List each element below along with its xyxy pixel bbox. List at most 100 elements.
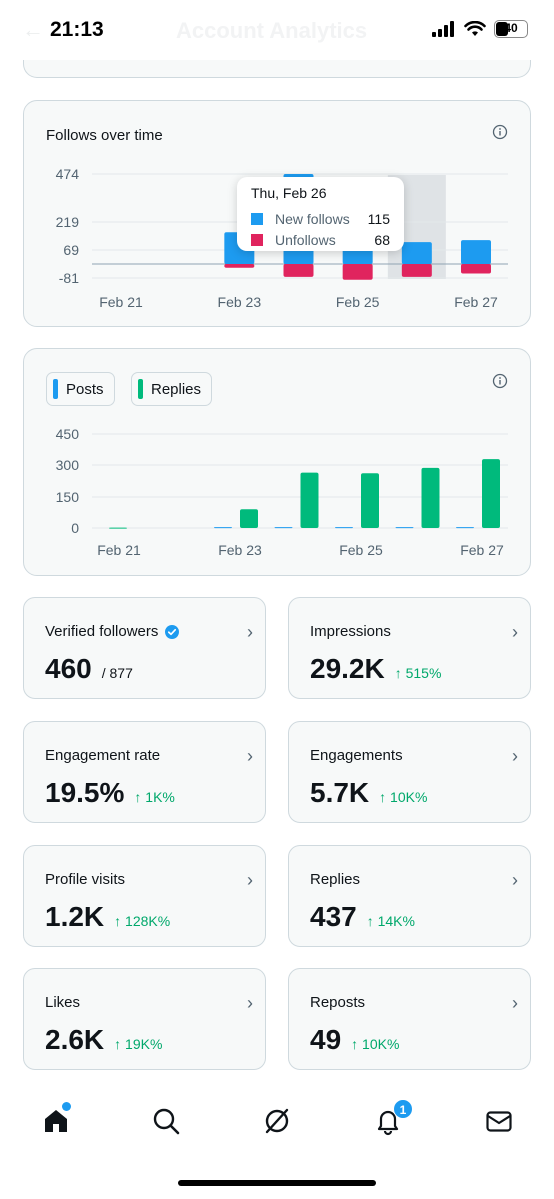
status-icons: 40 — [432, 20, 528, 38]
status-bar: ← Account Analytics 21:13 40 — [0, 0, 554, 60]
tooltip-row-new-follows: New follows 115 — [251, 208, 390, 229]
tooltip-date: Thu, Feb 26 — [251, 185, 327, 201]
tooltip-value: 115 — [367, 210, 390, 227]
metric-value: 1.2K — [45, 901, 105, 932]
metric-value: 5.7K — [310, 777, 370, 808]
metric-change: ↑ 10K% — [379, 789, 428, 805]
metric-label: Profile visits — [45, 871, 125, 888]
replies-bar — [361, 473, 379, 528]
legend-replies-toggle[interactable]: Replies — [131, 372, 213, 406]
metric-card-verified-followers[interactable]: Verified followers › 460 / 877 — [23, 597, 266, 699]
metric-card-reposts[interactable]: Reposts › 49 ↑ 10K% — [288, 968, 531, 1070]
replies-bar — [300, 472, 319, 528]
legend-posts-label: Posts — [66, 380, 104, 398]
info-icon[interactable] — [492, 373, 508, 389]
y-tick-label: 219 — [56, 214, 80, 230]
info-icon[interactable] — [492, 124, 508, 140]
battery-level: 40 — [504, 21, 518, 35]
page-title: Account Analytics — [176, 18, 368, 43]
tooltip-label: Unfollows — [275, 231, 336, 248]
chevron-right-icon: › — [512, 622, 518, 642]
metric-label-text: Reposts — [310, 994, 366, 1011]
metric-card-engagement-rate[interactable]: Engagement rate › 19.5% ↑ 1K% — [23, 721, 266, 823]
metric-label: Verified followers — [45, 623, 180, 640]
metric-change: ↑ 515% — [394, 665, 442, 681]
chevron-right-icon: › — [247, 746, 253, 766]
legend-replies-label: Replies — [151, 380, 202, 398]
metric-label-text: Engagements — [310, 747, 403, 764]
metric-label-text: Impressions — [310, 623, 391, 640]
y-tick-label: 300 — [56, 457, 80, 473]
home-active-dot — [62, 1102, 71, 1111]
signal-icon — [432, 21, 454, 37]
metric-total: / 877 — [101, 665, 133, 681]
metric-label: Replies — [310, 871, 360, 888]
metric-change: ↑ 10K% — [351, 1036, 400, 1052]
unfollows-bar — [342, 264, 373, 280]
metric-label-text: Profile visits — [45, 871, 126, 888]
y-tick-label: 450 — [56, 426, 80, 442]
posts-bar — [395, 527, 414, 529]
battery-icon: 40 — [494, 20, 528, 38]
notification-badge: 1 — [393, 1099, 413, 1119]
posts-bar — [456, 527, 474, 529]
chevron-right-icon: › — [247, 870, 253, 890]
x-tick-label: Feb 27 — [454, 294, 498, 310]
grok-icon — [265, 1108, 289, 1134]
tooltip-label: New follows — [275, 210, 350, 227]
x-tick-label: Feb 25 — [336, 294, 380, 310]
metric-label-text: Replies — [310, 871, 361, 888]
x-tick-label: Feb 21 — [99, 294, 143, 310]
tooltip-row-unfollows: Unfollows 68 — [251, 229, 390, 250]
nav-home[interactable] — [38, 1102, 74, 1139]
back-arrow-icon[interactable]: ← — [22, 17, 44, 42]
replies-bar — [109, 527, 127, 529]
metric-label: Engagement rate — [45, 747, 160, 764]
metric-value-row: 437 ↑ 14K% — [310, 901, 415, 933]
verified-badge-icon — [165, 624, 180, 639]
posts-bar — [274, 527, 293, 529]
chevron-right-icon: › — [512, 993, 518, 1013]
metric-value-row: 49 ↑ 10K% — [310, 1024, 399, 1056]
mail-icon — [486, 1111, 512, 1132]
metric-value-row: 2.6K ↑ 19K% — [45, 1024, 162, 1056]
nav-messages[interactable] — [481, 1103, 517, 1139]
unfollows-swatch — [251, 233, 263, 246]
metric-value-row: 5.7K ↑ 10K% — [310, 777, 427, 809]
x-tick-label: Feb 27 — [460, 542, 504, 558]
nav-grok[interactable] — [259, 1103, 295, 1139]
posts-chart-card: Posts Replies 450 300 150 0 Feb 21 Feb 23 Feb … — [23, 348, 531, 576]
metric-card-replies[interactable]: Replies › 437 ↑ 14K% — [288, 845, 531, 947]
chart-tooltip: Thu, Feb 26 New follows 115 Unfollows 68 — [237, 177, 404, 251]
chevron-right-icon: › — [512, 870, 518, 890]
metric-label-text: Likes — [45, 994, 81, 1011]
metric-value-row: 29.2K ↑ 515% — [310, 653, 441, 685]
metric-label: Engagements — [310, 747, 403, 764]
posts-bar — [335, 527, 353, 529]
y-tick-label: 69 — [63, 242, 79, 258]
metric-card-impressions[interactable]: Impressions › 29.2K ↑ 515% — [288, 597, 531, 699]
replies-bar — [240, 509, 258, 528]
metric-value-row: 460 / 877 — [45, 653, 133, 685]
y-tick-label: -81 — [59, 270, 79, 286]
status-time: 21:13 — [50, 18, 104, 41]
nav-notifications[interactable]: 1 — [370, 1099, 413, 1139]
metric-card-profile-visits[interactable]: Profile visits › 1.2K ↑ 128K% — [23, 845, 266, 947]
metric-card-likes[interactable]: Likes › 2.6K ↑ 19K% — [23, 968, 266, 1070]
metric-value: 460 — [45, 653, 92, 684]
metric-value: 2.6K — [45, 1024, 105, 1055]
metric-card-engagements[interactable]: Engagements › 5.7K ↑ 10K% — [288, 721, 531, 823]
unfollows-bar — [224, 264, 255, 268]
posts-chart[interactable]: 450 300 150 0 Feb 21 Feb 23 Feb 25 Feb 27 — [24, 349, 532, 577]
metric-value-row: 1.2K ↑ 128K% — [45, 901, 170, 933]
y-tick-label: 0 — [71, 520, 79, 536]
y-tick-label: 474 — [56, 166, 80, 182]
metric-change: ↑ 19K% — [114, 1036, 163, 1052]
replies-swatch — [138, 379, 143, 399]
bell-icon — [377, 1110, 399, 1136]
legend-posts-toggle[interactable]: Posts — [46, 372, 115, 406]
home-icon — [45, 1110, 67, 1132]
nav-search[interactable] — [148, 1103, 184, 1139]
replies-bar — [421, 467, 440, 528]
new-follows-swatch — [251, 212, 263, 225]
